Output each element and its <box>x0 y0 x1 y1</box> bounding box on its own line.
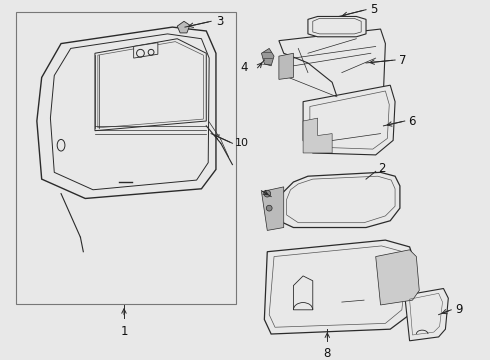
Text: 8: 8 <box>323 347 331 360</box>
Text: 10: 10 <box>234 138 248 148</box>
Polygon shape <box>50 34 209 190</box>
Text: 4: 4 <box>241 61 248 74</box>
Polygon shape <box>303 118 332 153</box>
Circle shape <box>266 205 272 211</box>
Text: 7: 7 <box>399 54 406 67</box>
Polygon shape <box>279 29 385 111</box>
Polygon shape <box>265 240 415 334</box>
Polygon shape <box>376 250 419 305</box>
Text: 1: 1 <box>120 325 128 338</box>
Circle shape <box>264 190 270 197</box>
Bar <box>16 12 236 304</box>
Polygon shape <box>405 288 448 341</box>
Polygon shape <box>95 39 206 131</box>
Polygon shape <box>177 21 190 33</box>
Text: 5: 5 <box>370 3 377 16</box>
Polygon shape <box>308 17 366 37</box>
Text: 9: 9 <box>455 303 463 316</box>
Polygon shape <box>134 42 158 58</box>
Polygon shape <box>262 48 274 66</box>
Text: 2: 2 <box>378 162 385 175</box>
Polygon shape <box>37 27 216 198</box>
Polygon shape <box>279 172 400 228</box>
Polygon shape <box>303 85 395 155</box>
Polygon shape <box>279 53 294 80</box>
Polygon shape <box>262 187 284 230</box>
Text: 6: 6 <box>409 114 416 127</box>
Text: 3: 3 <box>216 15 223 28</box>
